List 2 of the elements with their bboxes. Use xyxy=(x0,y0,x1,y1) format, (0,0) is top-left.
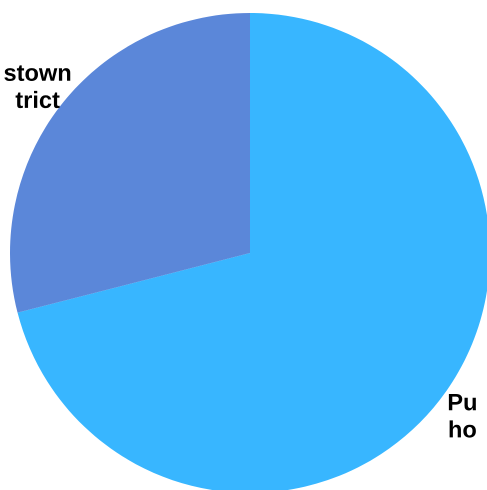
slice-label: stown trict xyxy=(4,65,70,108)
slice-label: Pu ho xyxy=(448,394,476,438)
